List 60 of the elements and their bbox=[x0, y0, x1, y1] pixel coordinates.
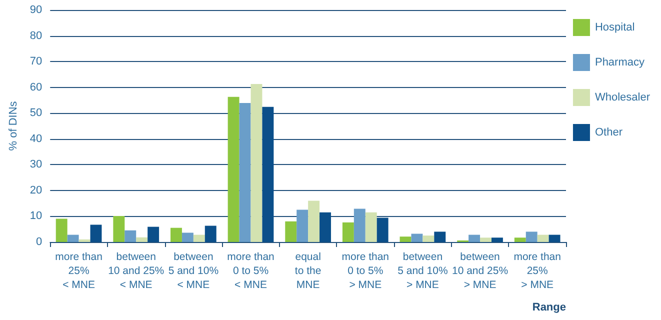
bar bbox=[182, 232, 194, 242]
bar bbox=[170, 228, 182, 242]
legend-label: Wholesaler bbox=[594, 92, 650, 104]
bar bbox=[491, 238, 503, 242]
x-tick-label: between 5 and 10% > MNE bbox=[398, 251, 448, 291]
x-tick-label: more than 25% < MNE bbox=[55, 251, 103, 291]
bar bbox=[514, 238, 526, 242]
bar bbox=[376, 218, 388, 242]
bar bbox=[320, 212, 331, 242]
y-axis-title: % of DINs bbox=[8, 100, 20, 151]
bar bbox=[354, 208, 366, 242]
y-tick-label: 10 bbox=[30, 210, 42, 222]
bar bbox=[434, 232, 446, 242]
x-axis-title: Range bbox=[532, 302, 566, 314]
y-tick-label: 40 bbox=[30, 132, 42, 145]
bar bbox=[411, 234, 423, 242]
bar bbox=[124, 230, 136, 242]
bar bbox=[342, 222, 354, 242]
bar bbox=[537, 234, 549, 242]
x-tick-label: more than 0 to 5% < MNE bbox=[227, 251, 275, 291]
bar bbox=[193, 234, 205, 242]
y-tick-label: 80 bbox=[30, 30, 42, 42]
legend-label: Hospital bbox=[594, 22, 635, 34]
bar bbox=[422, 236, 434, 242]
y-tick-label: 90 bbox=[30, 4, 42, 16]
x-tick-label: more than 25% > MNE bbox=[514, 251, 562, 291]
bar bbox=[90, 224, 102, 242]
y-tick-label: 60 bbox=[30, 81, 42, 94]
bar bbox=[228, 96, 240, 242]
bar bbox=[113, 216, 125, 242]
bar bbox=[67, 234, 79, 242]
bar bbox=[308, 200, 320, 242]
bar bbox=[400, 236, 412, 242]
bar bbox=[56, 218, 68, 242]
legend-label: Pharmacy bbox=[594, 56, 645, 68]
y-tick-label: 30 bbox=[30, 158, 42, 171]
x-tick-label: more than 0 to 5% > MNE bbox=[342, 251, 390, 291]
bar bbox=[262, 106, 274, 242]
y-tick-label: 70 bbox=[30, 56, 42, 68]
bar bbox=[526, 232, 538, 242]
y-tick-label: 50 bbox=[30, 107, 42, 120]
y-tick-label: 20 bbox=[30, 184, 42, 196]
x-tick-label: between 10 and 25% > MNE bbox=[452, 251, 508, 291]
bar bbox=[480, 238, 492, 242]
x-tick-label: equal to the MNE bbox=[294, 251, 322, 291]
bar bbox=[239, 103, 251, 242]
bar bbox=[250, 84, 262, 242]
legend-label: Other bbox=[594, 126, 623, 138]
bar bbox=[296, 210, 308, 242]
bar bbox=[365, 212, 377, 242]
bar bbox=[78, 239, 90, 242]
x-tick-label: between 10 and 25% < MNE bbox=[108, 251, 164, 291]
bar bbox=[148, 226, 160, 242]
x-tick-label: between 5 and 10% < MNE bbox=[168, 251, 219, 291]
bar bbox=[468, 234, 480, 242]
bar bbox=[285, 221, 297, 242]
bar bbox=[136, 237, 148, 242]
bar bbox=[204, 226, 216, 242]
y-tick-label: 0 bbox=[36, 236, 42, 248]
bar bbox=[548, 234, 560, 242]
